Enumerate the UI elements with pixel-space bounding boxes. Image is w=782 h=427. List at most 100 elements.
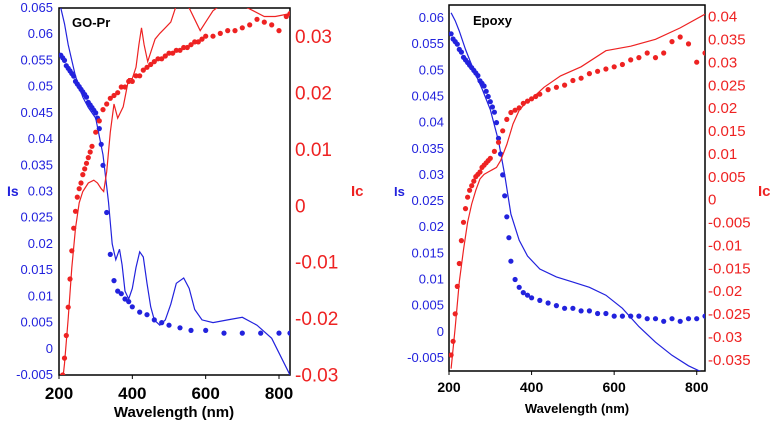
is-point [694, 316, 700, 322]
is-point [570, 305, 576, 311]
is-line-series [60, 8, 290, 375]
is-point [661, 318, 667, 324]
is-point [504, 214, 510, 220]
ic-point [162, 53, 168, 59]
ic-point [203, 33, 209, 39]
is-point [493, 120, 500, 126]
ic-point [533, 93, 539, 100]
ic-point [155, 56, 161, 62]
is-point [221, 330, 227, 336]
is-point [677, 318, 683, 324]
ic-point [261, 19, 267, 25]
x-tick-label: 200 [45, 384, 73, 403]
ic-point [458, 238, 464, 244]
plot-area [58, 7, 291, 376]
left-tick-label: 0.015 [20, 262, 53, 277]
right-tick-label: -0.025 [708, 306, 751, 323]
left-tick-label: 0.025 [20, 210, 53, 225]
right-tick-label: -0.02 [295, 309, 338, 330]
ic-point [133, 73, 139, 79]
is-point [83, 94, 90, 100]
x-tick-label: 800 [685, 379, 709, 395]
ic-point [83, 160, 90, 166]
left-tick-label: 0.02 [28, 236, 53, 251]
ic-point [65, 304, 71, 310]
ic-point [239, 25, 245, 31]
ic-line-series [62, 8, 290, 375]
ic-point [636, 55, 642, 61]
ic-point [87, 149, 93, 155]
is-point [449, 31, 454, 37]
is-point [595, 310, 601, 317]
is-point [481, 83, 487, 89]
is-point [276, 330, 282, 336]
plot-area [448, 4, 706, 372]
is-point [485, 93, 491, 100]
ic-point [570, 77, 576, 84]
x-tick-label: 200 [437, 379, 461, 395]
left-tick-label: 0.05 [419, 62, 444, 77]
ic-point [603, 66, 609, 72]
ic-point [586, 71, 593, 77]
ic-point [195, 39, 201, 45]
left-tick-label: 0.045 [20, 105, 53, 120]
ic-point [500, 128, 506, 134]
is-point [685, 316, 692, 322]
ic-point [456, 260, 462, 267]
ic-point [188, 42, 194, 48]
left-tick-label: 0.065 [20, 0, 53, 15]
left-tick-label: 0.05 [28, 79, 53, 94]
is-point [166, 322, 172, 328]
ic-point [140, 67, 146, 73]
ic-point [100, 107, 106, 113]
right-tick-label: 0.005 [708, 169, 746, 186]
ic-point [619, 61, 626, 68]
is-point [603, 310, 609, 317]
ic-point [74, 194, 80, 200]
ic-point [159, 56, 165, 62]
left-tick-label: 0 [437, 324, 444, 339]
is-point [529, 295, 535, 301]
is-point [458, 49, 464, 55]
left-tick-label: 0.005 [411, 298, 444, 313]
ic-point [166, 50, 172, 56]
is-point [537, 297, 543, 303]
is-point [107, 251, 113, 257]
is-point [104, 209, 110, 216]
left-tick-label: 0.035 [20, 157, 53, 172]
ic-point [469, 183, 475, 189]
left-tick-label: -0.005 [407, 350, 444, 365]
right-tick-label: 0.035 [708, 32, 746, 49]
is-point [144, 312, 150, 318]
left-tick-label: 0.04 [28, 131, 53, 146]
ic-point [210, 33, 216, 39]
is-point [545, 300, 551, 306]
ic-point [118, 84, 124, 90]
ic-point [107, 95, 113, 101]
ic-point [467, 187, 473, 193]
ic-point [177, 47, 183, 53]
right-tick-label: 0 [295, 196, 306, 217]
ic-point [460, 219, 467, 225]
is-point [483, 88, 489, 94]
is-point [578, 308, 584, 314]
is-point [652, 316, 659, 322]
right-tick-label: 0.025 [708, 77, 746, 94]
ic-point [462, 206, 469, 212]
ic-point [199, 36, 205, 42]
chart-panel-epoxy: Epoxy 200 400 600 800 0.06 0.055 0.05 0.045 0.0… [394, 4, 771, 416]
right-tick-label: -0.005 [708, 215, 751, 232]
right-tick-label: -0.03 [708, 329, 742, 346]
ic-point [192, 39, 198, 45]
ic-point [487, 155, 493, 161]
right-tick-label: 0.03 [708, 54, 737, 71]
is-point [188, 327, 194, 333]
ic-point [495, 139, 502, 145]
is-point [122, 296, 128, 302]
x-tick-label: 400 [118, 384, 146, 403]
x-tick-label: 400 [520, 379, 544, 395]
is-point [506, 235, 512, 241]
x-tick-label: 600 [191, 384, 219, 403]
left-tick-label: 0.03 [419, 167, 444, 182]
is-point [137, 309, 143, 315]
